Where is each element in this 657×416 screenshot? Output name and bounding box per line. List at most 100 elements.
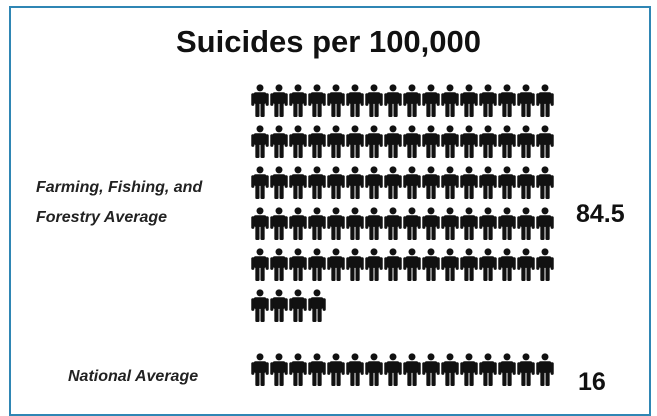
person-icon xyxy=(308,125,326,158)
person-icon xyxy=(536,353,554,386)
person-icon xyxy=(346,125,364,158)
person-icon xyxy=(460,166,478,199)
person-icon xyxy=(536,207,554,240)
person-icon xyxy=(403,125,421,158)
person-icon xyxy=(327,353,345,386)
person-icon xyxy=(327,125,345,158)
person-icon xyxy=(365,84,383,117)
person-icon xyxy=(346,84,364,117)
person-icon xyxy=(536,125,554,158)
person-icon xyxy=(517,84,535,117)
person-icon xyxy=(270,289,288,322)
person-icon xyxy=(327,84,345,117)
person-icon xyxy=(251,248,269,281)
person-icon xyxy=(498,248,516,281)
person-icon xyxy=(403,248,421,281)
person-icon xyxy=(498,353,516,386)
person-icon xyxy=(384,166,402,199)
value-label-farming: 84.5 xyxy=(576,200,625,228)
person-icon xyxy=(517,248,535,281)
person-icon xyxy=(403,353,421,386)
person-icon xyxy=(308,248,326,281)
person-icon xyxy=(422,248,440,281)
person-icon xyxy=(498,166,516,199)
person-icon xyxy=(422,84,440,117)
row-label-farming: Farming, Fishing, and Forestry Average xyxy=(36,173,202,233)
person-icon xyxy=(270,125,288,158)
person-icon xyxy=(422,353,440,386)
person-icon xyxy=(346,248,364,281)
person-icon xyxy=(460,207,478,240)
person-icon xyxy=(270,248,288,281)
person-icon xyxy=(308,207,326,240)
value-label-national: 16 xyxy=(578,368,606,396)
person-icon xyxy=(384,84,402,117)
person-icon xyxy=(517,353,535,386)
person-icon xyxy=(441,248,459,281)
person-icon xyxy=(270,166,288,199)
row-label-farming-line-1: Farming, Fishing, and xyxy=(36,179,203,196)
person-icon xyxy=(289,84,307,117)
chart-title: Suicides per 100,000 xyxy=(175,24,482,59)
person-icon xyxy=(517,125,535,158)
person-icon xyxy=(289,289,307,322)
person-icon xyxy=(479,207,497,240)
person-icon xyxy=(479,353,497,386)
row-label-national: National Average xyxy=(68,362,198,392)
person-icon xyxy=(270,353,288,386)
person-icon xyxy=(422,166,440,199)
partial-person-icon xyxy=(327,289,336,322)
person-icon xyxy=(441,166,459,199)
person-icon xyxy=(365,207,383,240)
person-icon xyxy=(251,125,269,158)
person-icon xyxy=(327,248,345,281)
person-icon xyxy=(384,207,402,240)
person-icon xyxy=(289,353,307,386)
person-icon xyxy=(308,84,326,117)
person-icon xyxy=(479,166,497,199)
person-icon xyxy=(308,166,326,199)
person-icon xyxy=(403,166,421,199)
person-icon xyxy=(460,125,478,158)
person-icon xyxy=(327,166,345,199)
person-icon xyxy=(384,248,402,281)
person-icon xyxy=(460,248,478,281)
person-icon xyxy=(289,166,307,199)
person-icon xyxy=(479,84,497,117)
person-icon xyxy=(441,353,459,386)
person-icon xyxy=(346,166,364,199)
person-icon xyxy=(251,207,269,240)
row-label-national-line-1: National Average xyxy=(68,368,199,385)
person-icon xyxy=(441,207,459,240)
person-icon xyxy=(289,125,307,158)
person-icon xyxy=(251,353,269,386)
person-icon xyxy=(327,207,345,240)
row-label-farming-line-2: Forestry Average xyxy=(36,209,168,226)
person-icon xyxy=(289,207,307,240)
person-icon xyxy=(403,84,421,117)
person-icon xyxy=(251,166,269,199)
person-icon xyxy=(441,125,459,158)
person-icon xyxy=(460,84,478,117)
person-icon xyxy=(365,166,383,199)
person-icon xyxy=(498,207,516,240)
person-icon xyxy=(536,84,554,117)
person-icon xyxy=(517,166,535,199)
person-icon xyxy=(403,207,421,240)
person-icon xyxy=(251,289,269,322)
person-icon xyxy=(308,289,326,322)
person-icon xyxy=(536,248,554,281)
person-icon xyxy=(479,248,497,281)
person-icon xyxy=(441,84,459,117)
person-icon xyxy=(365,353,383,386)
person-icon xyxy=(251,84,269,117)
person-icon xyxy=(346,207,364,240)
person-icon xyxy=(384,353,402,386)
person-icon xyxy=(365,125,383,158)
person-icon xyxy=(479,125,497,158)
person-icon xyxy=(270,84,288,117)
person-icon xyxy=(422,207,440,240)
person-icon xyxy=(498,84,516,117)
person-icon xyxy=(384,125,402,158)
person-icon xyxy=(289,248,307,281)
